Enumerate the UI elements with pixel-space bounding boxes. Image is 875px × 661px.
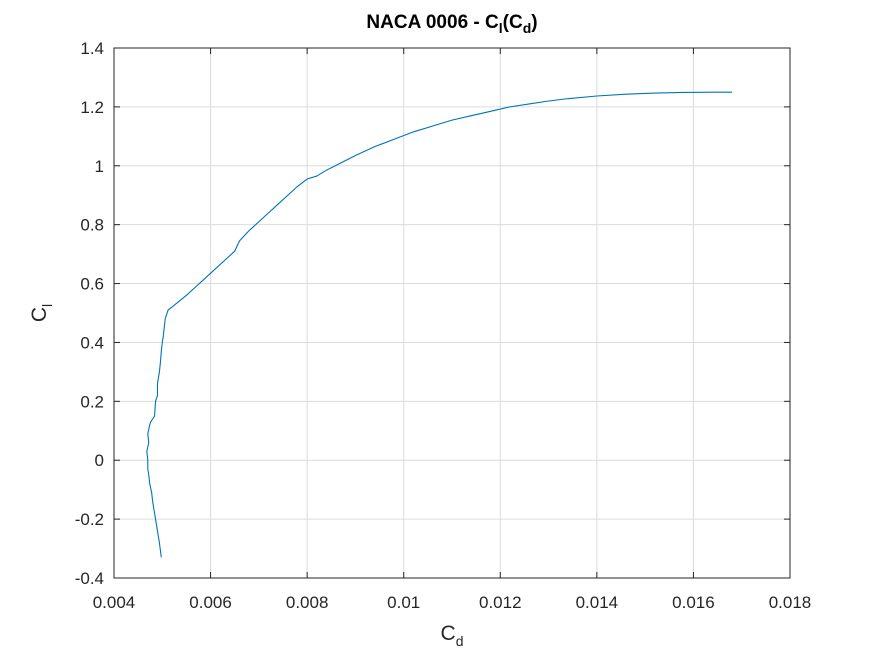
y-tick-label: -0.2 <box>75 510 104 529</box>
y-tick-label: -0.4 <box>75 569 104 588</box>
series-line <box>146 91 733 558</box>
plot-area <box>114 48 790 578</box>
y-tick-labels: -0.4 -0.2 0 0.2 0.4 0.6 0.8 1 1.2 1.4 <box>75 39 104 588</box>
x-tick-label: 0.018 <box>769 593 812 612</box>
y-tick-label: 0.8 <box>80 216 104 235</box>
x-tick-label: 0.008 <box>286 593 329 612</box>
y-tick-label: 1.4 <box>80 39 104 58</box>
x-tick-label: 0.014 <box>576 593 619 612</box>
y-tick-label: 1.2 <box>80 98 104 117</box>
x-tick-label: 0.01 <box>387 593 420 612</box>
y-tick-label: 0.4 <box>80 333 104 352</box>
y-axis-label: Cl <box>28 304 55 322</box>
series-layer <box>146 91 733 558</box>
chart-title: NACA 0006 - Cl(Cd) <box>366 12 537 36</box>
ticks <box>113 47 791 579</box>
y-tick-label: 0 <box>95 451 104 470</box>
y-tick-label: 1 <box>95 157 104 176</box>
x-tick-label: 0.012 <box>479 593 522 612</box>
x-tick-labels: 0.004 0.006 0.008 0.01 0.012 0.014 0.016 0.018 <box>93 593 812 612</box>
axes-box <box>113 47 791 579</box>
y-tick-label: 0.6 <box>80 275 104 294</box>
x-tick-label: 0.006 <box>189 593 232 612</box>
x-tick-label: 0.004 <box>93 593 136 612</box>
x-axis-label: Cd <box>441 622 464 649</box>
x-tick-label: 0.016 <box>672 593 715 612</box>
y-tick-label: 0.2 <box>80 392 104 411</box>
